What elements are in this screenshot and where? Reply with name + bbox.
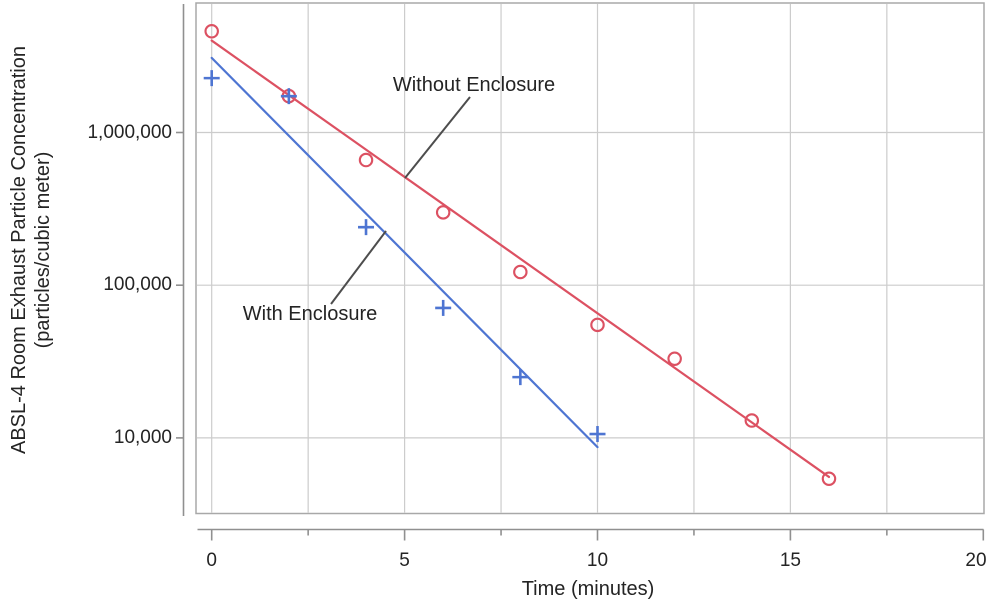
annotation-with-enclosure: With Enclosure (242, 303, 378, 325)
data-point-circle (667, 351, 682, 366)
data-point-circle (435, 205, 451, 220)
data-point-circle (204, 24, 219, 39)
annotation-leader-line (404, 96, 471, 179)
y-axis-title-line1: ABSL-4 Room Exhaust Particle Concentrati… (8, 46, 30, 454)
x-tick-label: 5 (399, 550, 410, 571)
x-tick-label: 20 (965, 550, 987, 571)
fit-line-without_enclosure (210, 39, 831, 479)
y-axis-title: ABSL-4 Room Exhaust Particle Concentrati… (7, 0, 55, 510)
x-axis-title: Time (minutes) (521, 578, 655, 600)
y-tick-label: 10,000 (113, 426, 172, 448)
y-tick-label: 1,000,000 (87, 121, 172, 143)
annotation-leader-line (330, 230, 387, 305)
data-point-circle (744, 413, 760, 428)
annotation-without-enclosure: Without Enclosure (392, 74, 556, 96)
fit-line-with_enclosure (210, 56, 599, 449)
x-tick-label: 0 (206, 550, 217, 571)
data-point-circle (513, 264, 528, 280)
data-point-circle (358, 152, 374, 168)
plot-border (195, 2, 985, 515)
data-point-circle (821, 471, 837, 487)
x-tick-label: 10 (586, 550, 609, 571)
x-tick-label: 15 (779, 550, 801, 571)
y-tick-label: 100,000 (103, 274, 172, 296)
data-point-circle (590, 317, 605, 333)
